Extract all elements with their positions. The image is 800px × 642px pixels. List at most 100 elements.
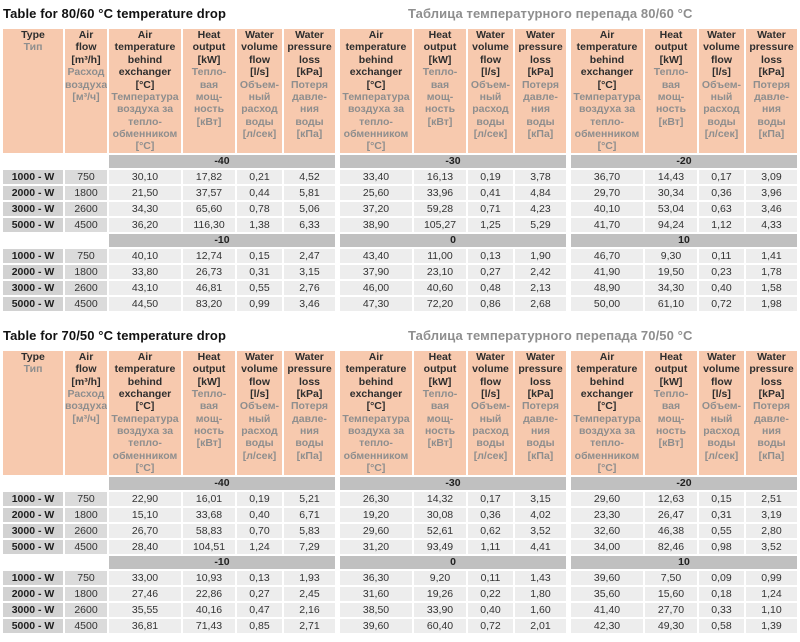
value-cell: 2,71 (284, 618, 335, 633)
value-cell: 39,60 (571, 570, 643, 585)
value-cell: 3,15 (284, 264, 335, 279)
col-header-label-en: Water pressure loss [kPa] (287, 29, 332, 79)
col-header-label-en: Water volume flow [l/s] (703, 29, 740, 79)
column-gap (568, 170, 569, 184)
value-cell: 0,19 (468, 169, 513, 184)
column-gap (337, 477, 338, 490)
column-gap (568, 218, 569, 232)
value-cell: 0,47 (237, 602, 282, 617)
value-cell: 61,10 (645, 296, 697, 311)
value-cell: 7,29 (284, 539, 335, 554)
column-gap (568, 29, 569, 153)
value-cell: 30,08 (414, 507, 466, 522)
col-header-label-ru: Объем- ный расход воды [л/сек] (470, 400, 511, 462)
column-gap (568, 508, 569, 522)
air-flow-cell: 2600 (65, 523, 107, 538)
col-header-heat-output: Heat output [kW] Тепло- вая мощ- ность [к… (414, 350, 466, 475)
value-cell: 0,71 (468, 201, 513, 216)
col-header-label-en: Water volume flow [l/s] (241, 29, 278, 79)
column-gap (568, 297, 569, 311)
section-title-en: Table for 70/50 °C temperature drop (3, 327, 227, 343)
air-flow-cell: 4500 (65, 217, 107, 232)
type-cell: 1000 - W (3, 169, 63, 184)
value-cell: 43,10 (109, 280, 181, 295)
column-gap (568, 281, 569, 295)
value-cell: 4,41 (515, 539, 566, 554)
value-cell: 5,06 (284, 201, 335, 216)
col-header-label-ru: Температура воздуха за тепло- обменником… (111, 90, 179, 153)
value-cell: 38,50 (340, 602, 412, 617)
air-flow-cell: 2600 (65, 602, 107, 617)
column-gap (337, 234, 338, 247)
col-header-air-flow: Air flow [m³/h] Расход воздуха [м³/ч] (65, 29, 107, 153)
col-header-type: Type Тип (3, 29, 63, 153)
column-gap (337, 281, 338, 295)
type-cell: 5000 - W (3, 217, 63, 232)
type-cell: 3000 - W (3, 523, 63, 538)
col-header-label-ru: Тепло- вая мощ- ность [кВт] (422, 66, 458, 128)
column-gap (568, 477, 569, 490)
value-cell: 1,25 (468, 217, 513, 232)
value-cell: 0,09 (699, 570, 744, 585)
value-cell: 0,86 (468, 296, 513, 311)
value-cell: 94,24 (645, 217, 697, 232)
col-header-label-en: Air flow [m³/h] (71, 29, 101, 66)
col-header-label-en: Air temperature behind exchanger [°C] (114, 350, 176, 413)
col-header-air-temperature-behind-exchanger: Air temperature behind exchanger [°C] Тем… (340, 350, 412, 475)
type-cell: 3000 - W (3, 280, 63, 295)
type-cell: 3000 - W (3, 602, 63, 617)
value-cell: 30,10 (109, 169, 181, 184)
value-cell: 93,49 (414, 539, 466, 554)
value-cell: 0,99 (237, 296, 282, 311)
col-header-label-en: Water pressure loss [kPa] (518, 350, 563, 400)
col-header-label-ru: Тепло- вая мощ- ность [кВт] (653, 66, 689, 128)
col-header-water-volume-flow: Water volume flow [l/s] Объем- ный расход… (699, 350, 744, 475)
value-cell: 3,46 (284, 296, 335, 311)
value-cell: 3,09 (746, 169, 797, 184)
value-cell: 1,98 (746, 296, 797, 311)
value-cell: 40,10 (109, 248, 181, 263)
col-header-label-en: Water pressure loss [kPa] (749, 29, 794, 79)
value-cell: 104,51 (183, 539, 235, 554)
type-cell: 1000 - W (3, 248, 63, 263)
value-cell: 40,60 (414, 280, 466, 295)
value-cell: 21,50 (109, 185, 181, 200)
value-cell: 35,55 (109, 602, 181, 617)
value-cell: 2,42 (515, 264, 566, 279)
table-row: 3000 - W 2600 35,55 40,16 0,47 2,16 38,50 33,90… (3, 602, 797, 617)
value-cell: 2,51 (746, 491, 797, 506)
value-cell: 30,34 (645, 185, 697, 200)
col-header-label-ru: Температура воздуха за тепло- обменником… (342, 412, 410, 475)
inlet-temperature-band: 0 (340, 233, 566, 247)
col-header-air-temperature-behind-exchanger: Air temperature behind exchanger [°C] Тем… (109, 29, 181, 153)
value-cell: 5,21 (284, 491, 335, 506)
value-cell: 48,90 (571, 280, 643, 295)
col-header-label-ru: Тип (23, 363, 43, 376)
column-gap (568, 155, 569, 168)
column-gap (568, 265, 569, 279)
value-cell: 16,01 (183, 491, 235, 506)
col-header-label-en: Water pressure loss [kPa] (518, 29, 563, 79)
col-header-water-pressure-loss: Water pressure loss [kPa] Потеря давле- н… (746, 29, 797, 153)
value-cell: 52,61 (414, 523, 466, 538)
value-cell: 9,20 (414, 570, 466, 585)
inlet-temperature-band-row: -10 0 10 (3, 555, 797, 569)
air-flow-cell: 750 (65, 169, 107, 184)
col-header-water-pressure-loss: Water pressure loss [kPa] Потеря давле- н… (284, 29, 335, 153)
section-title-ru: Таблица температурного перепада 70/50 °C (407, 327, 693, 343)
value-cell: 0,40 (468, 602, 513, 617)
value-cell: 46,70 (571, 248, 643, 263)
col-header-label-ru: Тепло- вая мощ- ность [кВт] (422, 387, 458, 450)
col-header-water-volume-flow: Water volume flow [l/s] Объем- ный расход… (237, 29, 282, 153)
value-cell: 1,10 (746, 602, 797, 617)
value-cell: 0,19 (237, 491, 282, 506)
col-header-water-pressure-loss: Water pressure loss [kPa] Потеря давле- н… (746, 350, 797, 475)
value-cell: 1,38 (237, 217, 282, 232)
col-header-air-flow: Air flow [m³/h] Расход воздуха [м³/ч] (65, 350, 107, 475)
col-header-air-temperature-behind-exchanger: Air temperature behind exchanger [°C] Тем… (109, 350, 181, 475)
table-row: 1000 - W 750 40,10 12,74 0,15 2,47 43,40 11,00 0… (3, 248, 797, 263)
type-cell: 5000 - W (3, 539, 63, 554)
col-header-label-ru: Потеря давле- ния воды [кПа] (752, 78, 791, 141)
value-cell: 14,43 (645, 169, 697, 184)
air-flow-cell: 750 (65, 491, 107, 506)
